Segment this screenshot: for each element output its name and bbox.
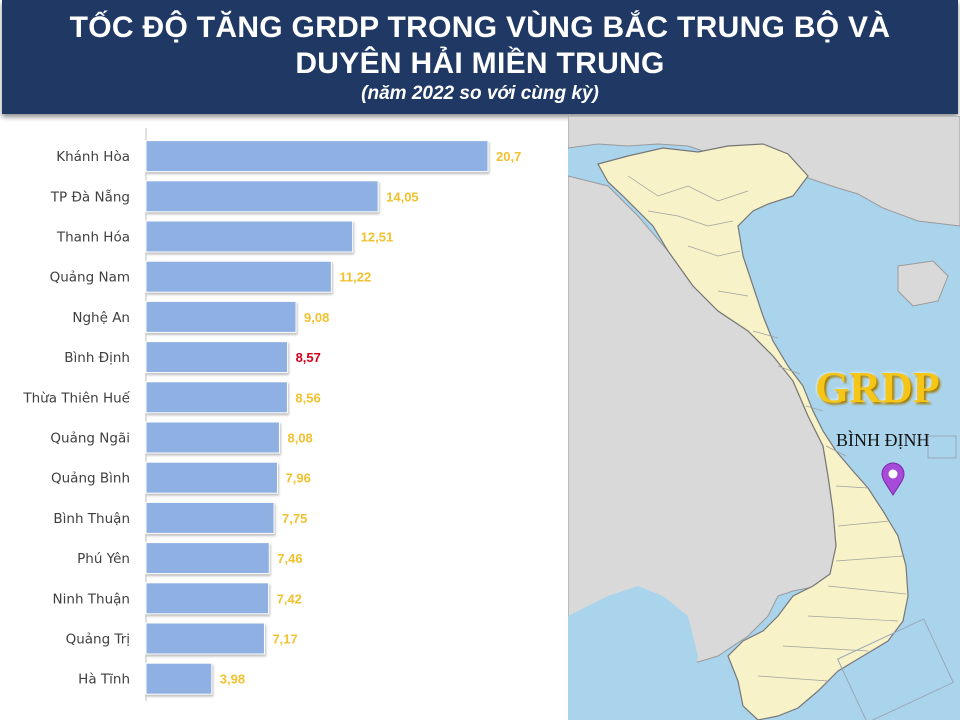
title-line-1: TỐC ĐỘ TĂNG GRDP TRONG VÙNG BẮC TRUNG BỘ…	[69, 11, 891, 44]
bar	[145, 582, 270, 615]
bar-chart: Khánh Hòa 20,7 TP Đà Nẵng 14,05 Thanh Hóa 12,…	[22, 128, 521, 701]
grdp-label: GRDP	[815, 363, 940, 412]
binh-dinh-label: BÌNH ĐỊNH	[836, 430, 930, 450]
title-banner: TỐC ĐỘ TĂNG GRDP TRONG VÙNG BẮC TRUNG BỘ…	[2, 0, 958, 114]
map-archipelago-box	[836, 618, 954, 720]
data-label: 7,96	[286, 471, 311, 486]
category-label: TP Đà Nẵng	[50, 188, 130, 205]
data-label: 14,05	[386, 189, 419, 204]
bar	[145, 501, 275, 534]
map-archipelago-box-north	[927, 435, 957, 459]
data-label: 8,08	[287, 431, 312, 446]
category-label: Bình Định	[64, 350, 130, 366]
bar	[145, 622, 265, 655]
bar	[145, 381, 288, 414]
category-label: Hà Tĩnh	[78, 672, 130, 688]
bar	[145, 140, 489, 173]
map-vietnam	[597, 143, 909, 720]
category-label: Thanh Hóa	[56, 230, 130, 246]
data-label: 8,56	[295, 390, 320, 405]
map-pin-icon	[881, 462, 905, 496]
category-label: Bình Thuận	[53, 511, 130, 527]
category-label: Thừa Thiên Huế	[22, 389, 130, 406]
map-gulf	[568, 586, 698, 720]
vietnam-map	[568, 116, 960, 720]
category-label: Quảng Trị	[66, 632, 130, 648]
data-label: 3,98	[220, 672, 245, 687]
category-label: Nghệ An	[72, 310, 130, 326]
bar	[145, 180, 379, 213]
bar	[145, 461, 279, 494]
data-label: 20,7	[496, 149, 521, 164]
bar	[145, 421, 280, 454]
bar	[145, 662, 213, 695]
data-label: 9,08	[304, 310, 329, 325]
data-label: 12,51	[361, 230, 394, 245]
data-label: 8,57	[296, 350, 321, 365]
bar	[145, 260, 332, 293]
bar	[145, 542, 270, 575]
data-label: 7,17	[272, 632, 297, 647]
category-label: Quảng Ngãi	[50, 431, 130, 447]
title-line-2: DUYÊN HẢI MIỀN TRUNG	[295, 47, 665, 80]
data-label: 7,46	[277, 551, 302, 566]
chart-title: TỐC ĐỘ TĂNG GRDP TRONG VÙNG BẮC TRUNG BỘ…	[2, 0, 958, 82]
map-province-lines	[627, 175, 907, 682]
map-island	[897, 260, 949, 307]
category-label: Khánh Hòa	[56, 149, 130, 165]
data-label: 7,42	[277, 591, 302, 606]
data-label: 7,75	[282, 511, 307, 526]
chart-subtitle: (năm 2022 so với cùng kỳ)	[361, 83, 599, 104]
bar	[145, 220, 354, 253]
category-label: Quảng Nam	[50, 270, 130, 286]
bar	[145, 300, 297, 333]
category-label: Phú Yên	[77, 551, 130, 567]
bar	[145, 341, 289, 374]
data-label: 11,22	[339, 270, 371, 285]
category-label: Ninh Thuận	[53, 591, 130, 607]
category-label: Quảng Bình	[51, 471, 130, 487]
